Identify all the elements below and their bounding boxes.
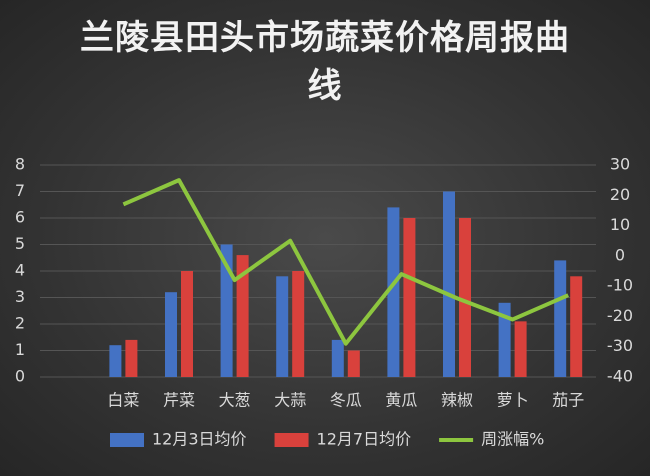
y2-tick-label: 10 [610, 215, 630, 234]
y2-tick-label: 30 [610, 155, 630, 174]
bar [459, 218, 471, 377]
y-tick-label: 4 [15, 261, 25, 280]
x-tick-label: 辣椒 [441, 391, 473, 410]
bar [125, 339, 138, 377]
legend-swatch [274, 433, 309, 447]
x-tick-label: 萝卜 [497, 391, 529, 410]
y-tick-label: 0 [15, 367, 25, 386]
bar [347, 350, 360, 377]
x-tick-label: 大蒜 [274, 391, 306, 410]
bar [276, 276, 289, 377]
x-tick-label: 茄子 [552, 391, 584, 410]
bar [109, 345, 122, 377]
x-tick-label: 芹菜 [163, 391, 195, 410]
bar [570, 276, 583, 377]
bar [331, 339, 344, 377]
line-series [122, 178, 569, 346]
bar [443, 191, 455, 377]
y2-tick-label: -40 [607, 367, 633, 386]
legend-label: 12月7日均价 [317, 430, 412, 449]
y2-tick-label: -20 [607, 306, 633, 325]
y2-tick-label: -30 [607, 336, 633, 355]
y2-tick-label: -10 [607, 276, 633, 295]
bar [220, 244, 233, 377]
legend-swatch [110, 433, 144, 447]
y2-tick-label: 20 [610, 185, 630, 204]
y-tick-label: 8 [15, 155, 25, 174]
y-tick-label: 2 [15, 314, 25, 333]
y-tick-label: 6 [15, 208, 25, 227]
x-tick-label: 冬瓜 [330, 391, 362, 410]
legend-label: 周涨幅% [481, 430, 544, 449]
x-tick-label: 黄瓜 [385, 391, 417, 410]
y-tick-label: 5 [15, 234, 25, 253]
legend-label: 12月3日均价 [152, 430, 247, 449]
bar [498, 302, 511, 377]
bar [236, 255, 249, 377]
bar [514, 321, 527, 377]
bar [292, 271, 305, 377]
bar [181, 271, 193, 377]
y2-tick-label: 0 [615, 245, 625, 264]
bar [165, 292, 177, 377]
chart-title: 兰陵县田头市场蔬菜价格周报曲线 [80, 18, 570, 106]
x-tick-label: 白菜 [107, 391, 139, 410]
bar [554, 260, 567, 377]
y-tick-label: 7 [15, 181, 25, 200]
x-tick-label: 大葱 [219, 391, 251, 410]
y-tick-label: 3 [15, 287, 25, 306]
bar [403, 218, 416, 377]
bar [387, 207, 400, 377]
y-tick-label: 1 [15, 340, 25, 359]
